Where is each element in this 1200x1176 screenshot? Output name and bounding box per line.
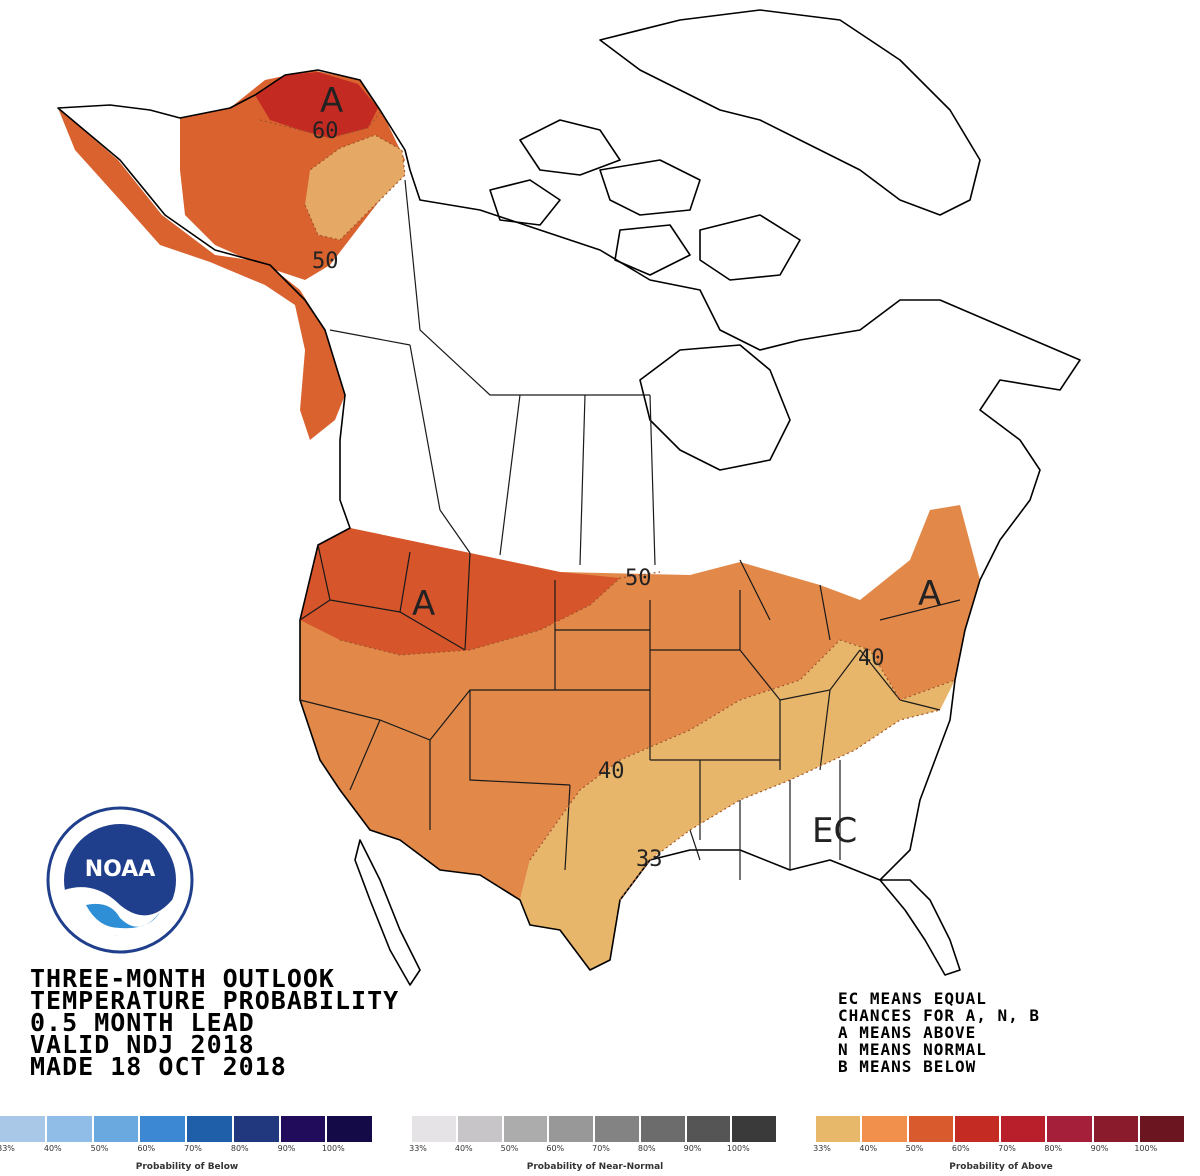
tick-label-near-normal-7: 100% bbox=[726, 1144, 750, 1153]
noaa-logo-text: NOAA bbox=[85, 857, 156, 882]
tick-label-above-1: 40% bbox=[859, 1144, 878, 1153]
color-swatch-below-4 bbox=[187, 1116, 234, 1142]
baja-outline bbox=[354, 839, 421, 986]
legend-line-2: CHANCES FOR A, N, B bbox=[838, 1006, 1041, 1025]
noaa-logo: NOAA bbox=[46, 806, 194, 954]
color-swatch-above-6 bbox=[1093, 1116, 1140, 1142]
color-swatch-near-normal-6 bbox=[686, 1116, 733, 1142]
color-swatch-below-0 bbox=[0, 1116, 47, 1142]
contour-conus-50 bbox=[339, 571, 661, 656]
color-swatch-above-0 bbox=[816, 1116, 863, 1142]
tick-label-below-1: 40% bbox=[43, 1144, 62, 1153]
florida-outline bbox=[879, 879, 961, 976]
arctic-islands-outline bbox=[489, 119, 801, 281]
contour-conus-33 bbox=[619, 709, 941, 901]
bar-caption-near-normal: Probability of Near-Normal bbox=[526, 1162, 664, 1172]
legend-line-4: N MEANS NORMAL bbox=[838, 1040, 987, 1059]
color-swatch-near-normal-1 bbox=[457, 1116, 504, 1142]
legend-line-1: EC MEANS EQUAL bbox=[838, 989, 987, 1008]
color-swatch-above-1 bbox=[862, 1116, 909, 1142]
northeast-40-label: 40 bbox=[858, 646, 885, 671]
title-line-2: TEMPERATURE PROBABILITY bbox=[30, 986, 400, 1015]
hudson-bay-outline bbox=[639, 344, 791, 471]
tick-label-below-7: 100% bbox=[321, 1144, 345, 1153]
tick-label-near-normal-0: 33% bbox=[409, 1144, 427, 1153]
legend-line-3: A MEANS ABOVE bbox=[838, 1023, 977, 1042]
north-america-outline bbox=[57, 69, 1081, 971]
alaska-60-label: 60 bbox=[312, 119, 339, 144]
tick-label-above-2: 50% bbox=[905, 1144, 924, 1153]
tick-label-near-normal-3: 60% bbox=[546, 1144, 565, 1153]
color-swatch-near-normal-4 bbox=[595, 1116, 641, 1142]
tick-label-above-0: 33% bbox=[813, 1144, 831, 1153]
conus-region-50-60 bbox=[300, 528, 620, 655]
color-swatch-above-3 bbox=[954, 1116, 1001, 1142]
color-swatch-above-7 bbox=[1139, 1116, 1186, 1142]
color-swatch-near-normal-0 bbox=[412, 1116, 458, 1142]
color-swatch-above-2 bbox=[908, 1116, 955, 1142]
tick-label-above-6: 90% bbox=[1090, 1144, 1109, 1153]
title-line-5: MADE 18 OCT 2018 bbox=[30, 1052, 287, 1081]
alaska-above-label: A bbox=[320, 81, 343, 121]
tick-label-above-5: 80% bbox=[1044, 1144, 1063, 1153]
alaska-region-50-60 bbox=[58, 70, 405, 440]
title-line-1: THREE-MONTH OUTLOOK bbox=[30, 964, 335, 993]
tick-label-below-0: 33% bbox=[0, 1144, 15, 1153]
northern-plains-50-label: 50 bbox=[625, 566, 652, 591]
color-swatch-near-normal-5 bbox=[640, 1116, 687, 1142]
legend-line-5: B MEANS BELOW bbox=[838, 1057, 977, 1076]
color-swatch-above-5 bbox=[1047, 1116, 1094, 1142]
color-bar-above: 33% 40% 50% 60% 70% 80% 90% 100% Probability of … bbox=[813, 1116, 1186, 1176]
color-swatch-near-normal-7 bbox=[732, 1116, 778, 1142]
alaska-region-33-40 bbox=[305, 135, 405, 240]
color-swatch-below-3 bbox=[140, 1116, 187, 1142]
color-swatch-below-5 bbox=[233, 1116, 281, 1142]
southern-plains-40-label: 40 bbox=[598, 759, 625, 784]
alaska-region-60-70 bbox=[255, 72, 378, 138]
color-swatch-near-normal-3 bbox=[549, 1116, 595, 1142]
tick-label-below-3: 60% bbox=[137, 1144, 156, 1153]
tick-label-above-4: 70% bbox=[998, 1144, 1016, 1153]
title-line-4: VALID NDJ 2018 bbox=[30, 1030, 255, 1059]
tick-label-below-4: 70% bbox=[184, 1144, 202, 1153]
alaska-50-label: 50 bbox=[312, 249, 339, 274]
northeast-above-label: A bbox=[918, 574, 941, 614]
color-swatch-above-4 bbox=[1001, 1116, 1048, 1142]
texas-33-label: 33 bbox=[636, 847, 663, 872]
color-bar-near-normal: 33% 40% 50% 60% 70% 80% 90% 100% Probability of … bbox=[409, 1116, 778, 1176]
tick-label-near-normal-4: 70% bbox=[592, 1144, 610, 1153]
us-state-boundaries bbox=[299, 544, 961, 880]
color-swatch-below-7 bbox=[327, 1116, 374, 1142]
contour-alaska-50 bbox=[304, 134, 406, 241]
tick-label-near-normal-1: 40% bbox=[454, 1144, 473, 1153]
tick-label-above-3: 60% bbox=[951, 1144, 970, 1153]
tick-label-near-normal-2: 50% bbox=[500, 1144, 519, 1153]
color-swatch-near-normal-2 bbox=[503, 1116, 550, 1142]
southeast-ec-label: EC bbox=[812, 811, 857, 851]
tick-label-below-6: 90% bbox=[277, 1144, 296, 1153]
outlook-title-block: THREE-MONTH OUTLOOK TEMPERATURE PROBABIL… bbox=[30, 964, 400, 1081]
tick-label-below-5: 80% bbox=[230, 1144, 249, 1153]
color-swatch-below-2 bbox=[93, 1116, 141, 1142]
color-swatch-below-6 bbox=[280, 1116, 328, 1142]
northwest-above-label: A bbox=[412, 584, 435, 624]
tick-label-near-normal-5: 80% bbox=[637, 1144, 656, 1153]
tick-label-above-7: 100% bbox=[1134, 1144, 1158, 1153]
bar-caption-below: Probability of Below bbox=[135, 1162, 239, 1172]
ec-legend-note: EC MEANS EQUAL CHANCES FOR A, N, B A MEA… bbox=[838, 990, 1040, 1075]
probability-color-bars: 33% 40% 50% 60% 70% 80% 90% 100% Probability of … bbox=[0, 1116, 1200, 1176]
canada-province-boundaries bbox=[329, 179, 656, 566]
greenland-outline bbox=[599, 9, 981, 216]
color-bar-below: 33% 40% 50% 60% 70% 80% 90% 100% Probability of … bbox=[0, 1116, 374, 1176]
bar-caption-above: Probability of Above bbox=[949, 1162, 1053, 1172]
tick-label-near-normal-6: 90% bbox=[683, 1144, 702, 1153]
contour-conus-40 bbox=[529, 639, 956, 861]
title-line-3: 0.5 MONTH LEAD bbox=[30, 1008, 255, 1037]
tick-label-below-2: 50% bbox=[90, 1144, 109, 1153]
color-swatch-below-1 bbox=[46, 1116, 94, 1142]
